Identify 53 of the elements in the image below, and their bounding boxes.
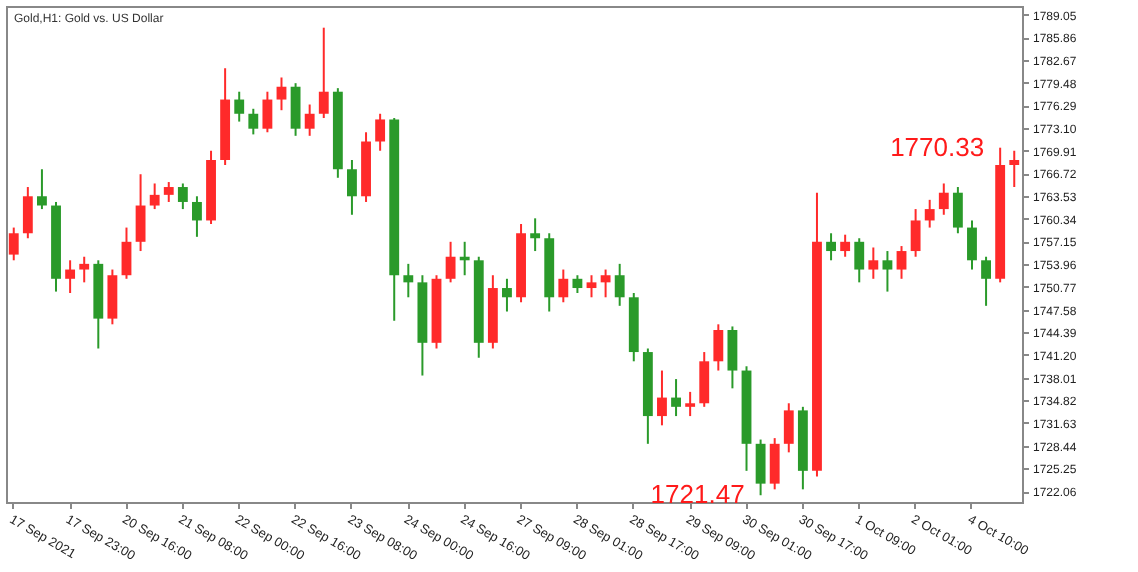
candlestick — [952, 186, 963, 235]
candlestick — [981, 255, 991, 307]
candlestick — [403, 262, 414, 299]
candlestick — [262, 90, 273, 134]
candlestick — [318, 26, 329, 120]
candlestick — [868, 246, 879, 280]
candlestick — [938, 182, 949, 216]
candlestick — [121, 226, 132, 280]
annotation: 1770.33 — [890, 131, 985, 162]
candlestick — [826, 232, 836, 262]
candlestick — [967, 219, 977, 271]
candlestick — [375, 112, 386, 152]
candlestick — [840, 233, 851, 258]
candlestick — [699, 351, 710, 408]
candlestick — [37, 168, 47, 211]
candlestick — [713, 323, 724, 372]
candlestick — [276, 76, 287, 112]
candlestick — [530, 217, 541, 253]
candlestick — [882, 250, 893, 293]
candlestick — [107, 268, 118, 326]
candlestick — [657, 369, 667, 427]
candlestick — [304, 103, 315, 137]
candlestick — [685, 390, 696, 418]
candlestick — [445, 240, 456, 284]
candlestick — [135, 173, 146, 253]
candlestick — [22, 186, 33, 240]
candlestick — [163, 181, 174, 203]
candlestick — [8, 226, 19, 262]
candlestick — [558, 268, 569, 304]
candlestick — [248, 107, 259, 136]
candlestick — [149, 182, 160, 211]
candlestick — [727, 325, 738, 390]
candlestick — [600, 268, 611, 299]
candlestick — [347, 159, 357, 216]
candlestick — [896, 245, 907, 280]
candlestick — [234, 90, 245, 123]
candlestick — [769, 437, 780, 491]
candlestick — [1009, 149, 1020, 189]
candlestick — [502, 277, 512, 313]
candlestick — [79, 255, 90, 284]
candlestick — [910, 208, 921, 258]
candlestick — [65, 259, 76, 295]
annotation: 1721.47 — [650, 479, 745, 510]
candlestick — [586, 274, 597, 299]
candlestick — [192, 195, 202, 238]
candlestick — [755, 438, 766, 497]
candlestick — [671, 378, 681, 418]
candlestick — [177, 182, 188, 211]
candlestick — [783, 402, 794, 454]
candlestick — [614, 262, 625, 307]
candlestick — [290, 82, 301, 137]
candlestick — [854, 237, 865, 284]
candlestick — [924, 198, 935, 229]
